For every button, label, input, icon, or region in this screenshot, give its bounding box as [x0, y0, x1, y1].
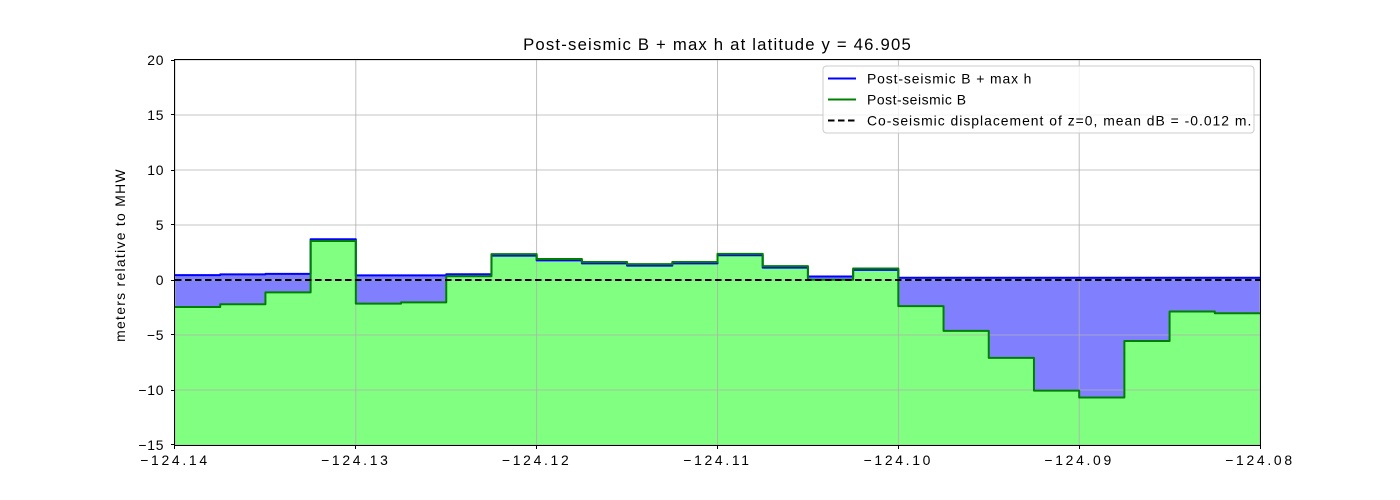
svg-text:Co-seismic displacement of z=0: Co-seismic displacement of z=0, mean dB …: [867, 112, 1252, 128]
svg-text:−10: −10: [138, 382, 164, 398]
svg-text:−15: −15: [138, 437, 164, 453]
svg-text:0: 0: [156, 272, 165, 288]
svg-text:20: 20: [147, 52, 164, 68]
svg-text:Post-seismic B + max h: Post-seismic B + max h: [867, 70, 1032, 86]
svg-text:−124.13: −124.13: [321, 452, 391, 468]
svg-text:−124.08: −124.08: [1225, 452, 1295, 468]
svg-text:Post-seismic B: Post-seismic B: [867, 91, 967, 107]
svg-text:meters relative to MHW: meters relative to MHW: [112, 168, 128, 342]
svg-text:15: 15: [147, 107, 164, 123]
svg-text:−5: −5: [147, 327, 164, 343]
svg-text:10: 10: [147, 162, 164, 178]
svg-text:−124.14: −124.14: [140, 452, 210, 468]
svg-text:−124.10: −124.10: [864, 452, 934, 468]
svg-text:−124.09: −124.09: [1044, 452, 1114, 468]
svg-text:−124.11: −124.11: [683, 452, 751, 468]
svg-text:Post-seismic B + max h at lati: Post-seismic B + max h at latitude y = 4…: [523, 35, 912, 54]
svg-text:−124.12: −124.12: [502, 452, 572, 468]
svg-text:5: 5: [156, 217, 165, 233]
